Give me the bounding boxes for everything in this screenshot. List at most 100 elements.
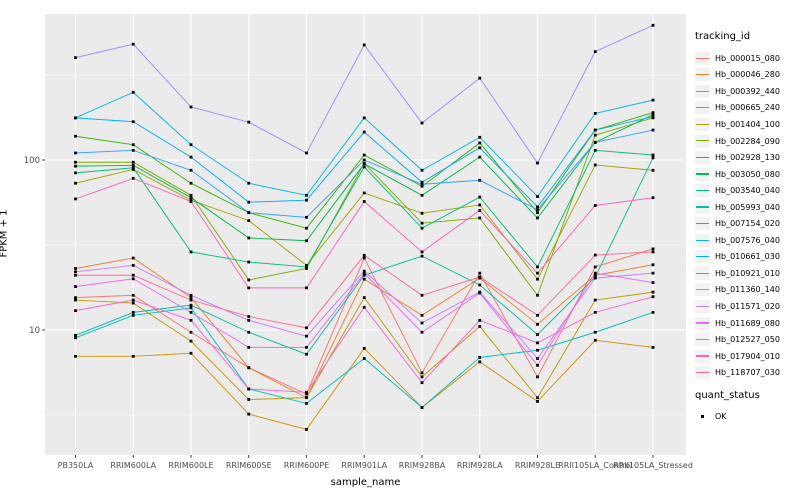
data-point-marker bbox=[189, 298, 193, 302]
data-point-marker bbox=[131, 163, 135, 167]
data-point-marker bbox=[131, 301, 135, 305]
data-point-marker bbox=[362, 153, 366, 157]
data-point-marker bbox=[536, 322, 539, 326]
data-point-marker bbox=[593, 128, 597, 132]
data-point-marker bbox=[593, 148, 597, 152]
legend-key-line bbox=[696, 90, 709, 92]
data-point-marker bbox=[74, 171, 77, 175]
data-point-marker bbox=[74, 298, 77, 302]
data-point-marker bbox=[420, 381, 424, 385]
data-point-marker bbox=[305, 402, 308, 405]
x-tick-label: RRIM928BA bbox=[399, 461, 446, 470]
data-point-marker bbox=[536, 205, 539, 209]
data-point-marker bbox=[74, 309, 77, 313]
legend-item-label: Hb_000392_440 bbox=[715, 86, 780, 96]
data-point-marker bbox=[305, 151, 308, 155]
data-point-marker bbox=[189, 196, 193, 200]
data-point-marker bbox=[247, 260, 251, 264]
data-point-marker bbox=[305, 396, 308, 400]
y-tick-label: 10 bbox=[29, 326, 40, 336]
data-point-marker bbox=[593, 338, 597, 342]
legend-item: Hb_011571_020 bbox=[695, 298, 780, 315]
legend-item-label: Hb_000015_080 bbox=[715, 53, 780, 63]
data-point-marker bbox=[362, 272, 366, 275]
legend-key-swatch bbox=[695, 233, 710, 247]
data-point-marker bbox=[362, 346, 366, 350]
legend-key-swatch bbox=[695, 349, 710, 363]
legend-key-line bbox=[696, 322, 709, 324]
legend-key-line bbox=[696, 123, 709, 125]
data-point-marker bbox=[651, 247, 655, 251]
data-point-marker bbox=[651, 263, 655, 267]
data-point-marker bbox=[478, 195, 482, 199]
legend-item-label: Hb_011360_140 bbox=[715, 285, 780, 295]
data-point-marker bbox=[247, 236, 251, 240]
data-point-marker bbox=[478, 324, 482, 328]
data-point-marker bbox=[362, 277, 366, 281]
data-point-marker bbox=[651, 115, 655, 119]
data-point-marker bbox=[305, 428, 308, 431]
data-point-marker bbox=[305, 286, 308, 290]
data-point-marker bbox=[478, 283, 482, 287]
legend-item-label: Hb_011689_080 bbox=[715, 318, 780, 328]
x-tick-label: PB350LA bbox=[58, 461, 94, 470]
data-point-marker bbox=[478, 275, 482, 279]
legend-item: Hb_002284_090 bbox=[695, 133, 780, 150]
data-point-marker bbox=[478, 155, 482, 159]
data-point-marker bbox=[420, 254, 424, 258]
data-point-marker bbox=[74, 333, 77, 337]
data-point-marker bbox=[593, 140, 597, 144]
legend-item: Hb_011360_140 bbox=[695, 282, 780, 299]
legend-key-line bbox=[696, 173, 709, 175]
data-point-marker bbox=[651, 250, 655, 254]
data-point-marker bbox=[362, 269, 366, 273]
data-point-marker bbox=[247, 315, 251, 318]
plot-panel bbox=[45, 14, 686, 455]
legend-item-label: Hb_001404_100 bbox=[715, 119, 780, 129]
data-point-marker bbox=[536, 216, 539, 220]
data-point-marker bbox=[593, 133, 597, 137]
data-point-marker bbox=[536, 396, 539, 400]
legend-item: Hb_002928_130 bbox=[695, 149, 780, 166]
data-point-marker bbox=[189, 351, 193, 355]
data-point-marker bbox=[651, 156, 655, 160]
data-point-marker bbox=[420, 250, 424, 254]
data-point-marker bbox=[247, 412, 251, 416]
data-point-marker bbox=[189, 168, 193, 172]
data-point-marker bbox=[536, 313, 539, 317]
data-point-marker bbox=[420, 121, 424, 125]
data-point-marker bbox=[189, 105, 193, 109]
data-point-marker bbox=[189, 181, 193, 185]
data-point-marker bbox=[478, 271, 482, 275]
data-point-marker bbox=[593, 310, 597, 314]
data-point-marker bbox=[74, 270, 77, 274]
data-point-marker bbox=[247, 366, 251, 370]
legend-item-label: Hb_007576_040 bbox=[715, 235, 780, 245]
data-point-marker bbox=[247, 120, 251, 124]
data-point-marker bbox=[651, 196, 655, 200]
data-point-marker bbox=[189, 306, 193, 310]
data-point-marker bbox=[536, 348, 539, 352]
legend-item-label: Hb_017904_010 bbox=[715, 351, 780, 361]
data-point-marker bbox=[593, 111, 597, 115]
data-point-marker bbox=[420, 313, 424, 317]
data-point-marker bbox=[189, 143, 193, 147]
legend-key-swatch bbox=[695, 316, 710, 330]
data-point-marker bbox=[420, 293, 424, 297]
data-point-marker bbox=[420, 180, 424, 184]
data-point-marker bbox=[593, 163, 597, 167]
data-point-marker bbox=[362, 305, 366, 309]
data-point-marker bbox=[74, 56, 77, 60]
legend-key-swatch bbox=[695, 283, 710, 297]
data-point-marker bbox=[536, 293, 539, 297]
data-point-marker bbox=[362, 162, 366, 166]
legend-key-swatch bbox=[695, 266, 710, 280]
y-axis-title: FPKM + 1 bbox=[0, 209, 10, 258]
data-point-marker bbox=[651, 168, 655, 172]
data-point-marker bbox=[131, 273, 135, 277]
legend-key-swatch bbox=[695, 84, 710, 98]
data-point-marker bbox=[651, 281, 655, 285]
legend-key-swatch bbox=[695, 68, 710, 82]
data-point-marker bbox=[247, 387, 251, 391]
legend-item-label: Hb_003540_040 bbox=[715, 186, 780, 196]
